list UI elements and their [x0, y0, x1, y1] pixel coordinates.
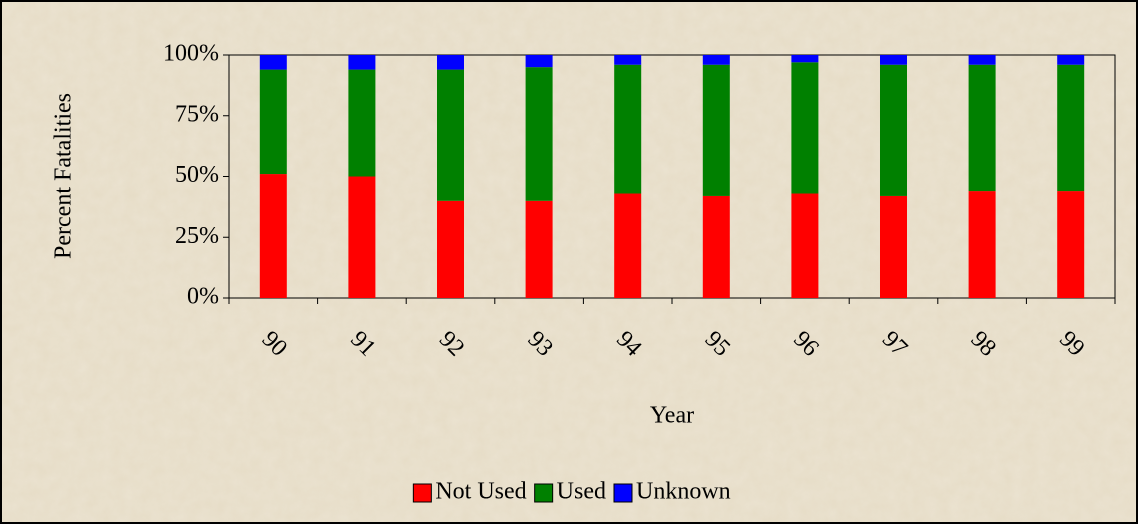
bar-segment	[968, 55, 996, 65]
y-tick-label: 75%	[175, 101, 219, 127]
bar-segment	[880, 195, 907, 298]
bar-segment	[525, 200, 553, 298]
bar-segment	[880, 64, 907, 196]
y-tick-label: 0%	[187, 284, 219, 310]
bar-segment	[702, 195, 730, 298]
bar-segment	[1057, 64, 1085, 192]
bar-segment	[259, 174, 287, 298]
legend-label: Not Used	[435, 479, 526, 505]
bar-segment	[791, 193, 819, 298]
y-axis-title: Percent Fatalities	[51, 93, 77, 259]
legend-label: Unknown	[636, 479, 731, 505]
bar-segment	[1057, 55, 1085, 65]
legend-swatch	[613, 483, 633, 503]
bar-segment	[791, 55, 819, 63]
bar-segment	[968, 64, 996, 192]
y-tick-label: 25%	[175, 223, 219, 249]
bar-segment	[525, 55, 553, 68]
bar-segment	[614, 64, 642, 194]
legend-swatch	[412, 483, 432, 503]
bar-segment	[348, 55, 376, 70]
bar-segment	[614, 55, 642, 65]
bar-segment	[437, 200, 464, 298]
legend-label: Used	[557, 479, 606, 505]
bar-segment	[348, 69, 376, 177]
bar-segment	[259, 55, 287, 70]
bar-segment	[968, 191, 996, 298]
bar-segment	[437, 55, 464, 70]
bar-segment	[1057, 191, 1085, 298]
bar-segment	[437, 69, 464, 201]
bar-segment	[525, 67, 553, 201]
x-axis-title: Year	[650, 403, 694, 429]
legend-swatch	[534, 483, 554, 503]
bar-segment	[348, 176, 376, 298]
bar-segment	[702, 55, 730, 65]
y-tick-label: 50%	[175, 162, 219, 188]
bar-segment	[791, 62, 819, 194]
y-tick-label: 100%	[163, 41, 219, 67]
bar-segment	[702, 64, 730, 196]
bar-segment	[880, 55, 907, 65]
bar-segment	[259, 69, 287, 175]
bar-segment	[614, 193, 642, 298]
